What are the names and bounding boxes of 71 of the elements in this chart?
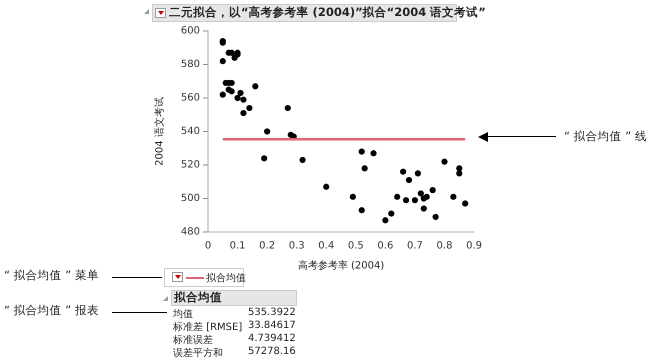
text: 4.739412: [248, 333, 296, 344]
point: [220, 92, 226, 98]
point: [402, 197, 410, 204]
point: [418, 190, 424, 197]
point: [450, 194, 456, 200]
point: [228, 88, 235, 94]
y-tick-label: 500: [180, 193, 200, 204]
text: “ 拟合均值 ” 报表: [4, 303, 99, 318]
text: 57278.16: [248, 346, 296, 357]
point: [432, 214, 439, 220]
point: [220, 58, 226, 64]
point: [462, 200, 468, 207]
point: [358, 207, 365, 214]
x-tick-label: 0.3: [288, 240, 305, 252]
point: [264, 128, 270, 135]
point: [232, 54, 238, 61]
text: 535.3922: [248, 307, 296, 318]
x-tick-label: 0.8: [436, 240, 452, 252]
text: 拟合均值: [174, 290, 222, 305]
text: 33.84617: [248, 320, 296, 331]
text: 标准差 [RMSE]: [173, 320, 242, 334]
point: [350, 194, 356, 200]
y-tick-label: 540: [180, 126, 200, 138]
x-tick-label: 0.1: [230, 240, 246, 252]
point: [240, 110, 247, 116]
point: [240, 96, 247, 103]
x-tick-label: 0.7: [406, 240, 423, 252]
point: [261, 155, 268, 162]
point: [246, 104, 252, 112]
y-tick-label: 480: [180, 226, 200, 238]
point: [406, 176, 412, 184]
point: [237, 90, 244, 96]
point: [412, 197, 418, 204]
point: [362, 165, 368, 172]
x-tick-label: 0.5: [348, 240, 364, 252]
point: [424, 194, 430, 200]
point: [284, 104, 291, 112]
y-tick-label: 600: [180, 26, 200, 37]
point: [456, 165, 462, 172]
point: [441, 158, 448, 165]
x-tick-label: 0.4: [318, 240, 334, 252]
x-axis-title: 高考参考率 (2004): [298, 260, 384, 272]
point: [299, 156, 306, 164]
point: [420, 205, 427, 212]
point: [382, 217, 388, 224]
y-tick-label: 580: [180, 59, 200, 70]
point: [370, 150, 377, 156]
legend-label: 拟合均值: [206, 272, 246, 285]
point: [252, 83, 258, 90]
text: 均值: [173, 308, 193, 321]
y-axis-title: 2004 语文考试: [154, 97, 166, 166]
text: 标准误差: [173, 334, 213, 347]
text: 误差平方和: [173, 346, 223, 360]
text: “ 拟合均值 ” 菜单: [4, 268, 99, 283]
point: [400, 168, 406, 175]
point: [388, 210, 394, 217]
point: [430, 187, 436, 194]
point: [414, 170, 421, 176]
point: [234, 94, 241, 102]
x-tick-label: 0.6: [377, 240, 394, 252]
x-tick-label: 0.2: [259, 240, 276, 252]
point: [456, 170, 462, 176]
point: [394, 194, 400, 200]
x-tick-label: 0.9: [466, 240, 482, 252]
chart-title: 二元拟合，以“高考参考率 (2004)”拟合“2004 语文考试”: [169, 5, 486, 20]
point: [323, 184, 330, 190]
text: “ 拟合均值 ” 线: [564, 129, 647, 144]
x-tick-label: 0: [204, 240, 212, 252]
y-tick-label: 560: [180, 92, 200, 104]
point: [358, 148, 365, 155]
y-tick-label: 520: [180, 160, 200, 171]
